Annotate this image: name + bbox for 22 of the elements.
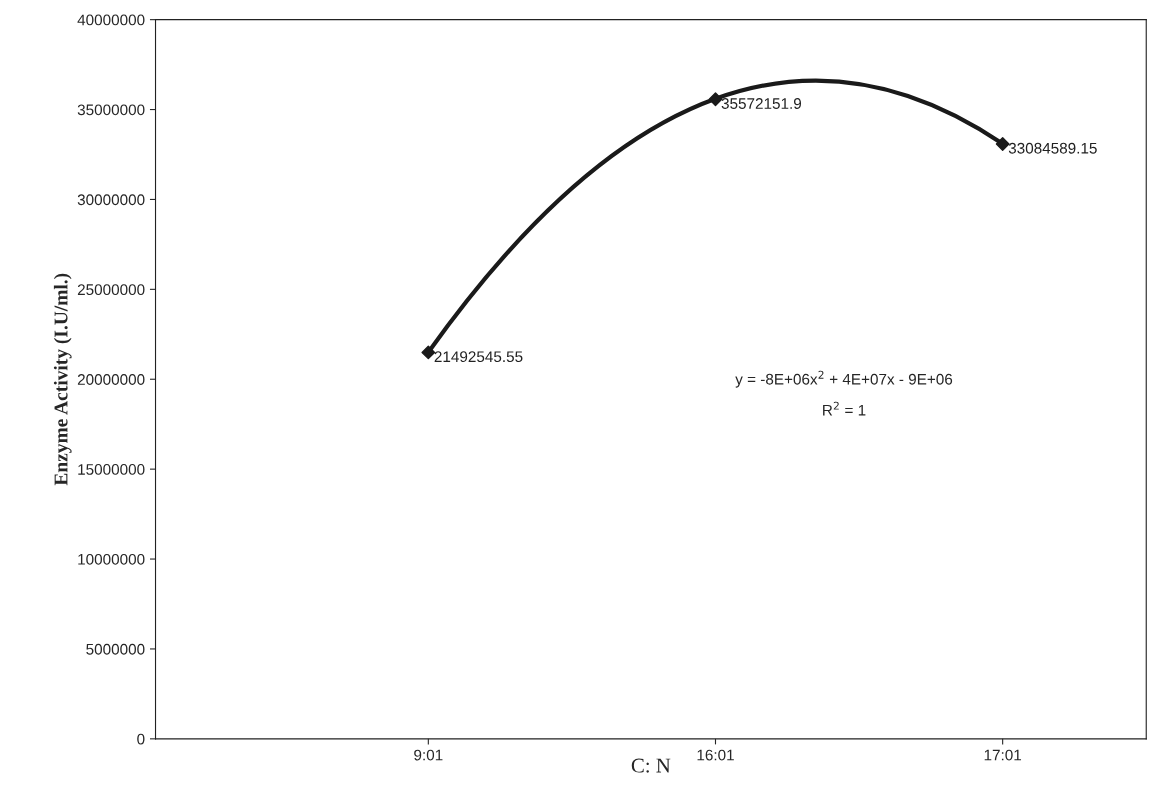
x-tick-label: 16:01 <box>697 749 734 761</box>
y-tick-label: 10000000 <box>78 553 145 565</box>
x-tick-label: 9:01 <box>414 749 443 761</box>
data-label: 21492545.55 <box>434 351 523 363</box>
y-tick-label: 20000000 <box>77 374 145 385</box>
point <box>995 137 1010 151</box>
x-axis-title: C: N <box>631 758 671 773</box>
y-tick-label: 25000000 <box>77 284 145 296</box>
y-tick-label: 30000000 <box>77 194 145 206</box>
y-tick-label: 15000000 <box>78 464 145 475</box>
annotation: y = -8E+06x$^{2}$ + 4E+07x - 9E+06 <box>735 370 953 388</box>
y-tick-label: 5000000 <box>86 643 145 655</box>
data-label: 33084589.15 <box>1008 142 1097 154</box>
x-tick-label: 17:01 <box>984 749 1022 761</box>
point <box>421 345 436 360</box>
y-tick-label: 35000000 <box>77 104 145 116</box>
y-axis-title: Enzyme Activity (I.U/ml.) <box>53 273 72 486</box>
annotation: R$^{2}$ = 1 <box>823 401 866 416</box>
data-label: 35572151.9 <box>721 98 802 109</box>
y-tick-label: 40000000 <box>77 14 145 26</box>
point <box>708 92 723 107</box>
y-tick-label: 0 <box>137 733 145 745</box>
